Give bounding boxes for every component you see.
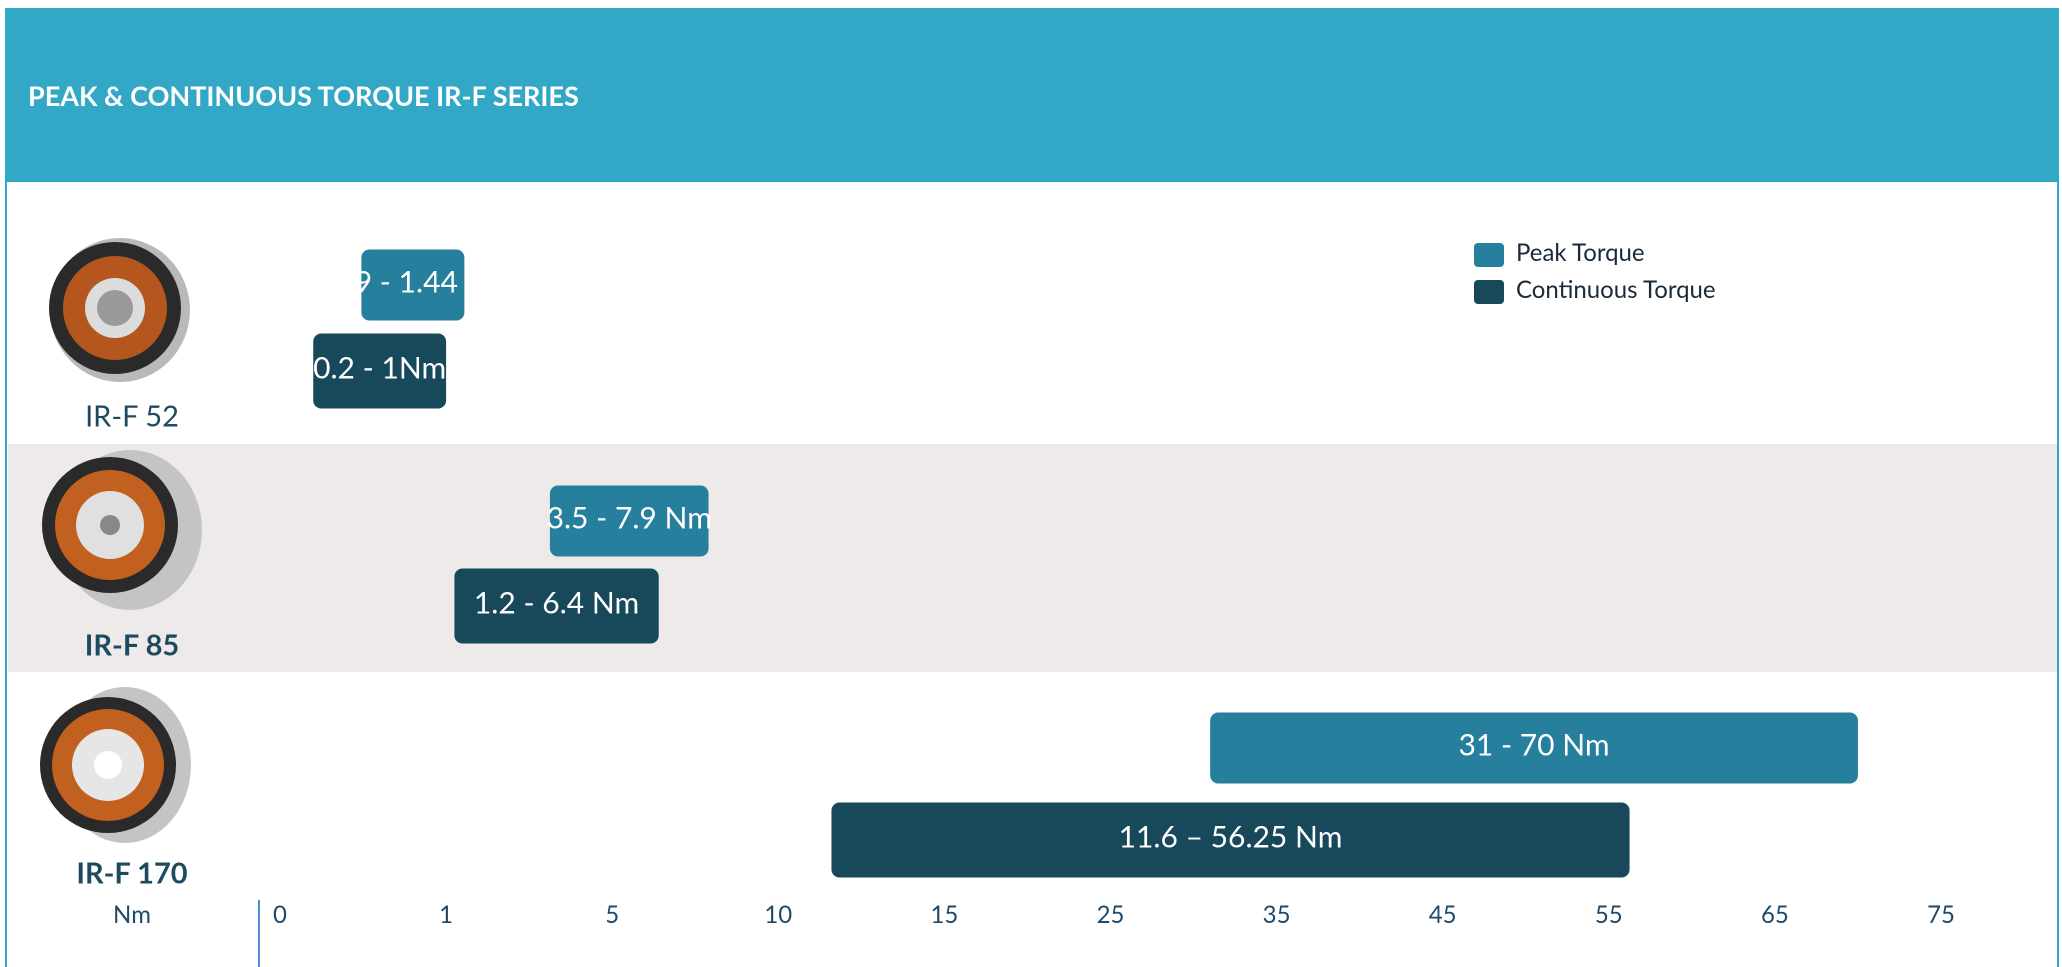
chart-title: PEAK & CONTINUOUS TORQUE IR-F SERIES	[28, 79, 579, 112]
bar-label: 31 - 70 Nm	[1458, 727, 1609, 763]
bar	[313, 333, 447, 409]
x-tick-label: 35	[1263, 900, 1291, 929]
x-tick-label: 5	[605, 900, 619, 929]
row-label: IR-F 85	[85, 627, 179, 662]
bar	[549, 485, 709, 557]
bar	[831, 802, 1630, 878]
bar	[1210, 712, 1858, 784]
motor-icons	[40, 238, 202, 843]
header	[6, 8, 2058, 182]
row-label: IR-F 52	[85, 398, 179, 433]
row-band	[8, 444, 2058, 672]
bar-label: 3.5 - 7.9 Nm	[547, 500, 712, 536]
legend-swatch	[1474, 243, 1504, 267]
bar-label: 1.2 - 6.4 Nm	[474, 585, 639, 621]
bar-label: 0.2 - 1Nm	[313, 350, 446, 386]
motor-icon	[40, 687, 191, 843]
legend-swatch	[1474, 280, 1504, 304]
x-tick-label: 65	[1761, 900, 1789, 929]
bar	[454, 568, 659, 644]
bar-label: 0.49 - 1.44 Nm	[313, 264, 513, 300]
x-tick-label: 45	[1429, 900, 1457, 929]
bar	[361, 249, 465, 321]
row-label: IR-F 170	[76, 855, 187, 890]
legend-label: Continuous Torque	[1516, 275, 1716, 304]
bar-label: 11.6 – 56.25 Nm	[1119, 819, 1343, 855]
motor-icon	[49, 238, 190, 382]
x-tick-label: 10	[764, 900, 792, 929]
x-tick-label: 25	[1097, 900, 1125, 929]
motor-icon	[42, 450, 202, 610]
x-tick-label: 75	[1927, 900, 1955, 929]
x-tick-label: 15	[930, 900, 958, 929]
x-axis-label: Nm	[113, 900, 151, 929]
x-tick-label: 1	[439, 900, 453, 929]
x-tick-label: 55	[1595, 900, 1623, 929]
legend-label: Peak Torque	[1516, 238, 1645, 267]
x-tick-label: 0	[273, 900, 287, 929]
